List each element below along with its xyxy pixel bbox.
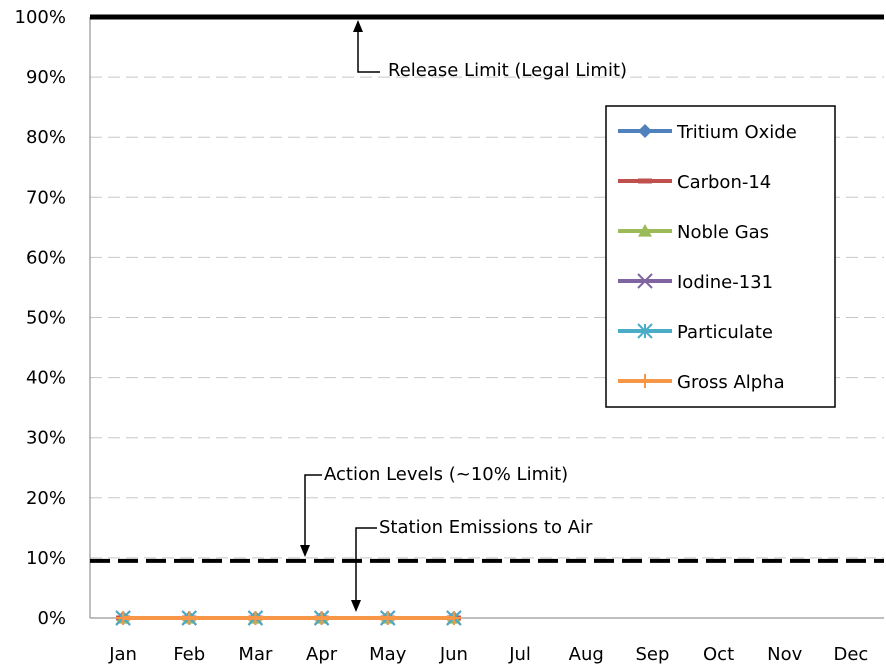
legend-label: Particulate [677, 322, 773, 343]
x-tick-label: Jul [508, 644, 531, 664]
y-tick-label: 40% [26, 368, 66, 389]
data-point [446, 611, 461, 625]
data-point [380, 611, 395, 625]
data-point [638, 178, 652, 184]
x-tick-label: Mar [238, 644, 273, 664]
legend-label: Tritium Oxide [676, 122, 797, 143]
data-point [116, 611, 131, 625]
legend-label: Gross Alpha [677, 372, 785, 393]
legend-item: Particulate [618, 322, 773, 343]
data-point [637, 273, 653, 289]
y-tick-label: 0% [37, 608, 66, 629]
x-tick-label: Jan [108, 644, 137, 664]
legend-label: Noble Gas [677, 222, 769, 243]
series-lines [115, 610, 462, 626]
reference-lines [90, 14, 884, 563]
y-tick-label: 10% [26, 548, 66, 569]
annotation-station-emissions: Station Emissions to Air [351, 517, 593, 612]
x-tick-label: Feb [173, 644, 205, 664]
legend-box [605, 105, 836, 408]
y-tick-label: 90% [26, 67, 66, 88]
legend-item: Tritium Oxide [618, 122, 797, 143]
data-point [638, 374, 652, 388]
data-point [182, 611, 197, 625]
x-tick-label: Apr [306, 644, 338, 664]
legend-item: Carbon-14 [618, 172, 771, 193]
annotation-leader-line [355, 527, 377, 600]
legend-label: Carbon-14 [677, 172, 771, 193]
legend-item: Noble Gas [618, 222, 769, 243]
y-tick-label: 100% [15, 7, 66, 28]
y-tick-label: 50% [26, 308, 66, 329]
data-point [638, 124, 652, 138]
data-point [248, 611, 263, 625]
legend-item: Iodine-131 [618, 272, 773, 293]
legend-item: Gross Alpha [618, 372, 785, 393]
y-tick-label: 20% [26, 488, 66, 509]
x-tick-label: Aug [569, 644, 604, 664]
annotation-action-levels: Action Levels (~10% Limit) [300, 464, 568, 557]
annotations: Release Limit (Legal Limit) Action Levels… [300, 20, 627, 612]
annotation-text: Station Emissions to Air [379, 517, 593, 538]
annotation-text: Action Levels (~10% Limit) [324, 464, 568, 485]
y-tick-label: 60% [26, 247, 66, 268]
x-tick-label: Jun [439, 644, 468, 664]
x-tick-label: Oct [703, 644, 734, 664]
legend-label: Iodine-131 [677, 272, 773, 293]
annotation-release-limit: Release Limit (Legal Limit) [353, 20, 627, 81]
x-tick-label: May [369, 644, 407, 664]
y-tick-label: 80% [26, 127, 66, 148]
y-axis: 0% 10% 20% 30% 40% 50% 60% 70% 80% 90% 100% [15, 7, 91, 629]
x-tick-label: Nov [767, 644, 802, 664]
arrowhead [351, 600, 361, 612]
data-point [638, 224, 652, 237]
data-point [314, 611, 329, 625]
arrowhead [353, 20, 363, 32]
data-point [637, 323, 653, 339]
y-tick-label: 70% [26, 187, 66, 208]
arrowhead [300, 545, 310, 557]
x-tick-label: Dec [833, 644, 868, 664]
annotation-leader-line [304, 474, 322, 546]
annotation-leader-line [357, 32, 380, 73]
x-tick-label: Sep [635, 644, 669, 664]
y-tick-label: 30% [26, 428, 66, 449]
x-axis: Jan Feb Mar Apr May Jun Jul Aug Sep Oct Nov Dec [90, 617, 884, 664]
annotation-text: Release Limit (Legal Limit) [388, 60, 627, 81]
legend: Tritium Oxide Carbon-14 Noble Gas Iodine-13… [605, 105, 836, 408]
gridlines [90, 76, 884, 559]
